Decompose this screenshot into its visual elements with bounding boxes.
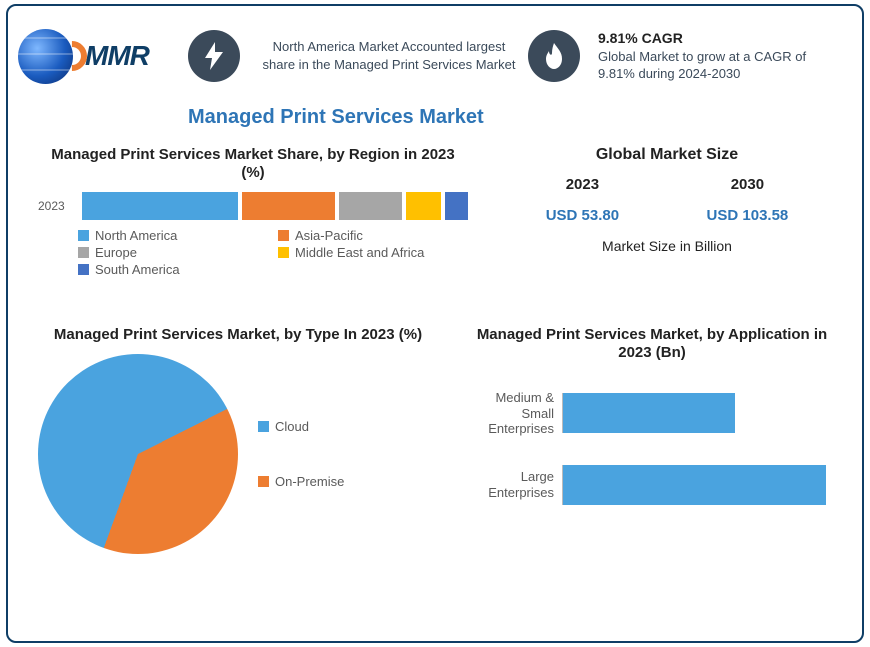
legend-label: Cloud xyxy=(275,419,309,434)
legend-label: North America xyxy=(95,228,177,243)
type-pie-chart: Managed Print Services Market, by Type I… xyxy=(38,326,438,554)
stacked-bar-row: 2023 xyxy=(38,192,468,220)
legend-item: Cloud xyxy=(258,419,344,434)
gms-value-1: USD 103.58 xyxy=(707,207,789,224)
callout-2-text: 9.81% CAGR Global Market to grow at a CA… xyxy=(590,29,852,83)
legend-swatch-icon xyxy=(78,264,89,275)
stacked-seg-south-america xyxy=(445,192,468,220)
gms-year-1: 2030 xyxy=(707,176,789,193)
infographic-frame: MMR North America Market Accounted large… xyxy=(6,4,864,643)
hbar-track xyxy=(562,393,842,433)
legend-item: Middle East and Africa xyxy=(278,245,468,260)
hbar-track xyxy=(562,465,842,505)
gms-year-0: 2023 xyxy=(546,176,619,193)
stacked-bar-year: 2023 xyxy=(38,199,72,213)
hbar xyxy=(563,465,826,505)
logo-text: MMR xyxy=(85,40,149,72)
flame-icon xyxy=(528,30,580,82)
lightning-icon xyxy=(188,30,240,82)
legend-swatch-icon xyxy=(258,476,269,487)
hbar-row: Large Enterprises xyxy=(462,465,842,505)
legend-item: Asia-Pacific xyxy=(278,228,468,243)
page-title: Managed Print Services Market xyxy=(8,106,862,129)
legend-label: Middle East and Africa xyxy=(295,245,424,260)
legend-label: South America xyxy=(95,262,180,277)
stacked-seg-middle-east-and-africa xyxy=(406,192,441,220)
hbar xyxy=(563,393,735,433)
gms-title: Global Market Size xyxy=(502,146,832,164)
cagr-title: 9.81% CAGR xyxy=(598,29,844,48)
legend-item: Europe xyxy=(78,245,268,260)
gms-col-2023: 2023 USD 53.80 xyxy=(546,176,619,224)
app-bars-area: Medium & Small Enterprises Large Enterpri… xyxy=(462,390,842,505)
region-legend: North America Asia-Pacific Europe Middle Ea… xyxy=(38,228,468,277)
legend-item: North America xyxy=(78,228,268,243)
stacked-bar xyxy=(82,192,468,220)
legend-swatch-icon xyxy=(78,247,89,258)
region-chart-title: Managed Print Services Market Share, by … xyxy=(38,146,468,182)
callout-1-text: North America Market Accounted largest s… xyxy=(250,38,528,73)
pie-row: Cloud On-Premise xyxy=(38,354,438,554)
hbar-label: Large Enterprises xyxy=(462,469,562,500)
gms-col-2030: 2030 USD 103.58 xyxy=(707,176,789,224)
stacked-seg-europe xyxy=(339,192,401,220)
legend-swatch-icon xyxy=(78,230,89,241)
gms-columns: 2023 USD 53.80 2030 USD 103.58 xyxy=(502,176,832,224)
cagr-subtext: Global Market to grow at a CAGR of 9.81%… xyxy=(598,48,844,83)
legend-label: Europe xyxy=(95,245,137,260)
application-bar-chart: Managed Print Services Market, by Applic… xyxy=(462,326,842,505)
gms-footer: Market Size in Billion xyxy=(502,238,832,254)
legend-label: Asia-Pacific xyxy=(295,228,363,243)
gms-value-0: USD 53.80 xyxy=(546,207,619,224)
stacked-seg-asia-pacific xyxy=(242,192,335,220)
app-chart-title: Managed Print Services Market, by Applic… xyxy=(462,326,842,362)
pie-chart-title: Managed Print Services Market, by Type I… xyxy=(38,326,438,344)
callout-cagr: 9.81% CAGR Global Market to grow at a CA… xyxy=(528,29,852,83)
legend-item: On-Premise xyxy=(258,474,344,489)
hbar-row: Medium & Small Enterprises xyxy=(462,390,842,437)
pie-graphic xyxy=(38,354,238,554)
legend-swatch-icon xyxy=(258,421,269,432)
region-share-chart: Managed Print Services Market Share, by … xyxy=(38,146,468,277)
header-row: MMR North America Market Accounted large… xyxy=(18,16,852,96)
legend-label: On-Premise xyxy=(275,474,344,489)
hbar-label: Medium & Small Enterprises xyxy=(462,390,562,437)
global-market-size: Global Market Size 2023 USD 53.80 2030 U… xyxy=(502,146,832,254)
pie-legend: Cloud On-Premise xyxy=(258,419,344,489)
callout-north-america: North America Market Accounted largest s… xyxy=(188,30,528,82)
legend-item: South America xyxy=(78,262,268,277)
legend-swatch-icon xyxy=(278,247,289,258)
legend-swatch-icon xyxy=(278,230,289,241)
mmr-logo: MMR xyxy=(18,29,188,84)
stacked-seg-north-america xyxy=(82,192,238,220)
